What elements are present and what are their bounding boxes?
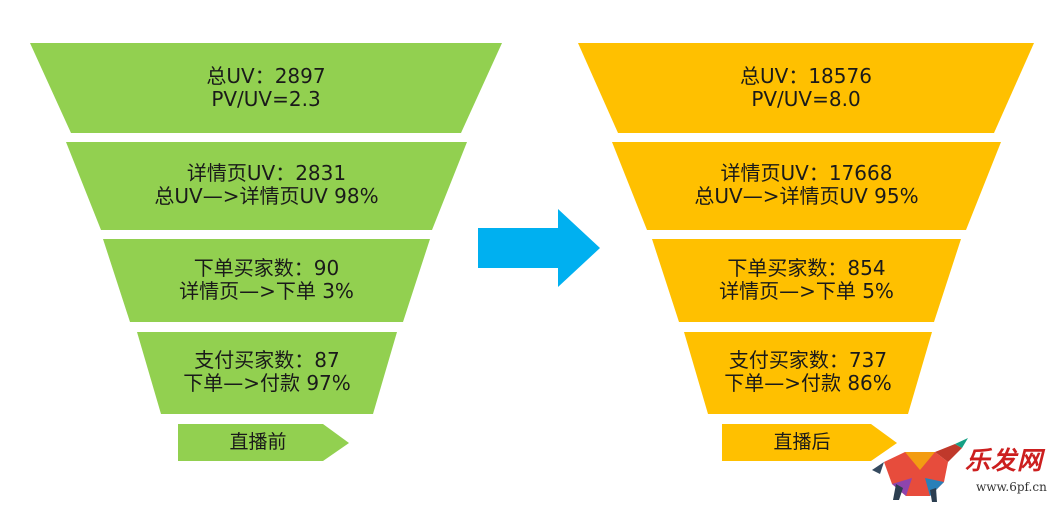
after-order-rate: 详情页—>下单 5% <box>719 279 894 303</box>
after-stage-2-text: 详情页UV：17668 总UV—>详情页UV 95% <box>647 162 966 208</box>
funnel-after-stage-2 <box>612 142 1001 230</box>
before-order-rate: 详情页—>下单 3% <box>179 279 354 303</box>
watermark-url: www.6pf.cn <box>976 480 1047 494</box>
watermark-logo: 乐发网 <box>965 446 1044 475</box>
after-pv-uv: PV/UV=8.0 <box>751 87 861 111</box>
before-stage-3-text: 下单买家数：90 详情页—>下单 3% <box>130 257 403 303</box>
before-total-uv: 总UV：2897 <box>206 64 326 88</box>
after-total-uv: 总UV：18576 <box>740 64 872 88</box>
funnel-after-stage-4 <box>684 332 932 414</box>
bull-icon <box>872 438 968 502</box>
before-stage-4-text: 支付买家数：87 下单—>付款 97% <box>161 349 373 395</box>
after-order-buyers: 下单买家数：854 <box>727 256 886 280</box>
before-order-buyers: 下单买家数：90 <box>193 256 340 280</box>
before-stage-1-text: 总UV：2897 PV/UV=2.3 <box>71 65 461 111</box>
after-stage-3-text: 下单买家数：854 详情页—>下单 5% <box>679 257 934 303</box>
funnel-before-stage-1 <box>30 43 502 133</box>
before-detail-uv: 详情页UV：2831 <box>186 161 347 185</box>
after-paid-buyers: 支付买家数：737 <box>728 348 888 372</box>
after-pay-rate: 下单—>付款 86% <box>724 371 892 395</box>
funnel-before-stage-2 <box>66 142 467 230</box>
after-stage-1-text: 总UV：18576 PV/UV=8.0 <box>618 65 994 111</box>
before-detail-rate: 总UV—>详情页UV 98% <box>154 184 379 208</box>
funnel-after-stage-1 <box>578 43 1034 133</box>
after-tag-label: 直播后 <box>773 431 831 453</box>
funnel-after-stage-3 <box>652 239 961 322</box>
funnel-before-stage-3 <box>103 239 430 322</box>
before-pay-rate: 下单—>付款 97% <box>183 371 351 395</box>
right-arrow-icon <box>478 209 600 287</box>
before-stage-2-text: 详情页UV：2831 总UV—>详情页UV 98% <box>101 162 432 208</box>
before-paid-buyers: 支付买家数：87 <box>194 348 340 372</box>
before-tag-label: 直播前 <box>229 431 287 453</box>
tag-before-shape <box>178 424 349 461</box>
after-stage-4-text: 支付买家数：737 下单—>付款 86% <box>708 349 908 395</box>
tag-after-shape <box>722 424 897 461</box>
after-detail-uv: 详情页UV：17668 <box>720 161 893 185</box>
after-detail-rate: 总UV—>详情页UV 95% <box>694 184 919 208</box>
funnel-before-stage-4 <box>137 332 397 414</box>
before-pv-uv: PV/UV=2.3 <box>211 87 321 111</box>
